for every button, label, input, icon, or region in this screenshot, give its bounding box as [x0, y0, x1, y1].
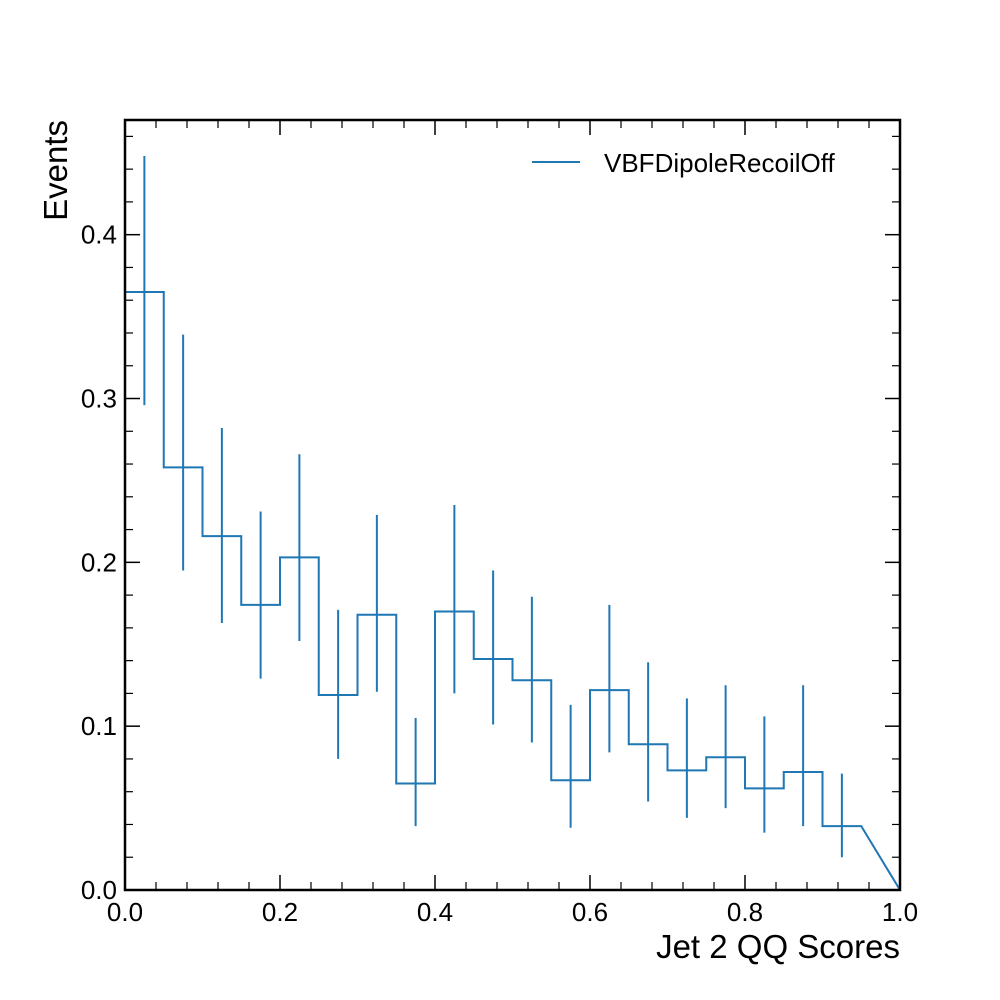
minor-ticks — [125, 120, 900, 890]
legend: VBFDipoleRecoilOff — [532, 148, 836, 178]
x-axis-title: Jet 2 QQ Scores — [656, 928, 900, 965]
y-tick-label: 0.1 — [81, 711, 117, 741]
y-tick-label: 0.3 — [81, 384, 117, 414]
y-tick-label: 0.0 — [81, 875, 117, 905]
x-tick-label: 0.8 — [727, 897, 763, 927]
x-tick-labels: 0.0 0.2 0.4 0.6 0.8 1.0 — [107, 897, 918, 927]
histogram-step-line — [125, 291, 901, 891]
y-tick-label: 0.2 — [81, 547, 117, 577]
x-tick-label: 0.2 — [262, 897, 298, 927]
x-tick-label: 0.0 — [107, 897, 143, 927]
x-tick-label: 0.6 — [572, 897, 608, 927]
x-tick-label: 0.4 — [417, 897, 453, 927]
y-tick-label: 0.4 — [81, 220, 117, 250]
y-axis-title: Events — [37, 120, 74, 221]
legend-label: VBFDipoleRecoilOff — [604, 148, 836, 178]
error-bars — [143, 156, 843, 858]
plot-frame — [123, 118, 902, 892]
x-tick-label: 1.0 — [882, 897, 918, 927]
y-tick-labels: 0.0 0.1 0.2 0.3 0.4 — [81, 220, 117, 905]
